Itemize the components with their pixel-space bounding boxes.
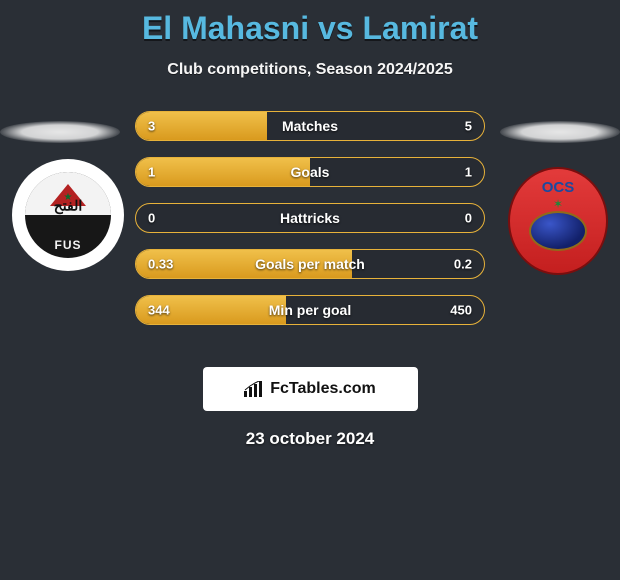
team-badge-left-abbrev: FUS xyxy=(55,238,82,252)
stat-value-left: 3 xyxy=(148,119,155,134)
stat-value-left: 1 xyxy=(148,165,155,180)
stat-value-right: 1 xyxy=(465,165,472,180)
team-badge-right: OCS ✶ xyxy=(508,167,608,275)
stat-row: 0.33 Goals per match 0.2 xyxy=(135,249,485,279)
player-shadow-right xyxy=(500,121,620,143)
stat-label: Goals per match xyxy=(255,256,365,272)
player-shadow-left xyxy=(0,121,120,143)
branding-text: FcTables.com xyxy=(270,380,376,398)
chart-icon xyxy=(244,381,264,397)
stat-value-right: 5 xyxy=(465,119,472,134)
stat-value-left: 0.33 xyxy=(148,257,173,272)
stat-value-right: 450 xyxy=(450,303,472,318)
footer-date: 23 october 2024 xyxy=(0,429,620,449)
stat-fill-left xyxy=(136,112,267,140)
stat-value-left: 0 xyxy=(148,211,155,226)
stat-row: 1 Goals 1 xyxy=(135,157,485,187)
stat-label: Matches xyxy=(282,118,338,134)
comparison-subtitle: Club competitions, Season 2024/2025 xyxy=(0,61,620,79)
stat-value-right: 0.2 xyxy=(454,257,472,272)
stat-row: 0 Hattricks 0 xyxy=(135,203,485,233)
stat-value-right: 0 xyxy=(465,211,472,226)
branding-badge: FcTables.com xyxy=(203,367,418,411)
team-badge-right-abbrev: OCS xyxy=(542,179,575,196)
stat-bars: 3 Matches 5 1 Goals 1 0 Hattricks 0 0.33 Goals per… xyxy=(135,111,485,341)
team-badge-left: ★ الفتح FUS xyxy=(12,159,124,271)
stats-stage: ★ الفتح FUS OCS ✶ 3 Matches 5 1 Goals 1 0 Hattr… xyxy=(0,99,620,359)
stat-label: Goals xyxy=(291,164,330,180)
comparison-title: El Mahasni vs Lamirat xyxy=(0,0,620,47)
stat-label: Hattricks xyxy=(280,210,340,226)
stat-row: 3 Matches 5 xyxy=(135,111,485,141)
stat-value-left: 344 xyxy=(148,303,170,318)
stat-label: Min per goal xyxy=(269,302,351,318)
stat-row: 344 Min per goal 450 xyxy=(135,295,485,325)
stat-fill-left xyxy=(136,158,310,186)
